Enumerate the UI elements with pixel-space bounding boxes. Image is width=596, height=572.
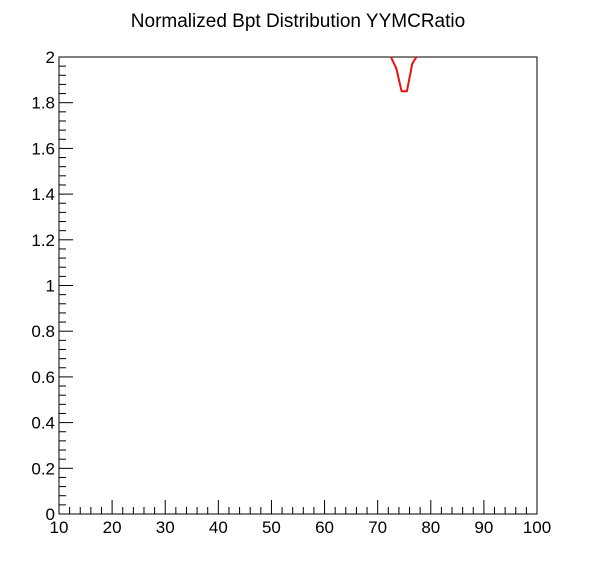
plot-frame [58, 56, 538, 515]
x-tick-label: 80 [421, 518, 440, 537]
x-tick-label: 30 [156, 518, 175, 537]
x-tick-label: 100 [523, 518, 551, 537]
y-tick-label: 1.4 [31, 185, 55, 204]
y-tick-label: 0.8 [31, 322, 55, 341]
y-tick-label: 0.4 [31, 414, 55, 433]
y-tick-label: 0.6 [31, 368, 55, 387]
x-tick-label: 50 [262, 518, 281, 537]
y-tick-label: 1.6 [31, 139, 55, 158]
y-tick-label: 1.8 [31, 94, 55, 113]
y-axis: 0 0.2 0.4 0.6 0.8 1 1.2 1.4 1.6 1.8 2 [31, 48, 73, 524]
chart-title: Normalized Bpt Distribution YYMCRatio [131, 11, 465, 32]
x-tick-label: 90 [474, 518, 493, 537]
x-tick-label: 70 [368, 518, 387, 537]
x-tick-label: 10 [50, 518, 69, 537]
y-tick-label: 0 [46, 505, 55, 524]
series-line [389, 56, 418, 93]
y-tick-label: 2 [46, 48, 55, 67]
y-tick-label: 0.2 [31, 459, 55, 478]
x-axis: 10 20 30 40 50 60 70 80 90 100 [50, 500, 551, 537]
x-tick-label: 20 [103, 518, 122, 537]
series-layer [389, 56, 418, 93]
y-tick-label: 1.2 [31, 231, 55, 250]
x-tick-label: 60 [315, 518, 334, 537]
y-tick-label: 1 [46, 277, 55, 296]
x-tick-label: 40 [209, 518, 228, 537]
